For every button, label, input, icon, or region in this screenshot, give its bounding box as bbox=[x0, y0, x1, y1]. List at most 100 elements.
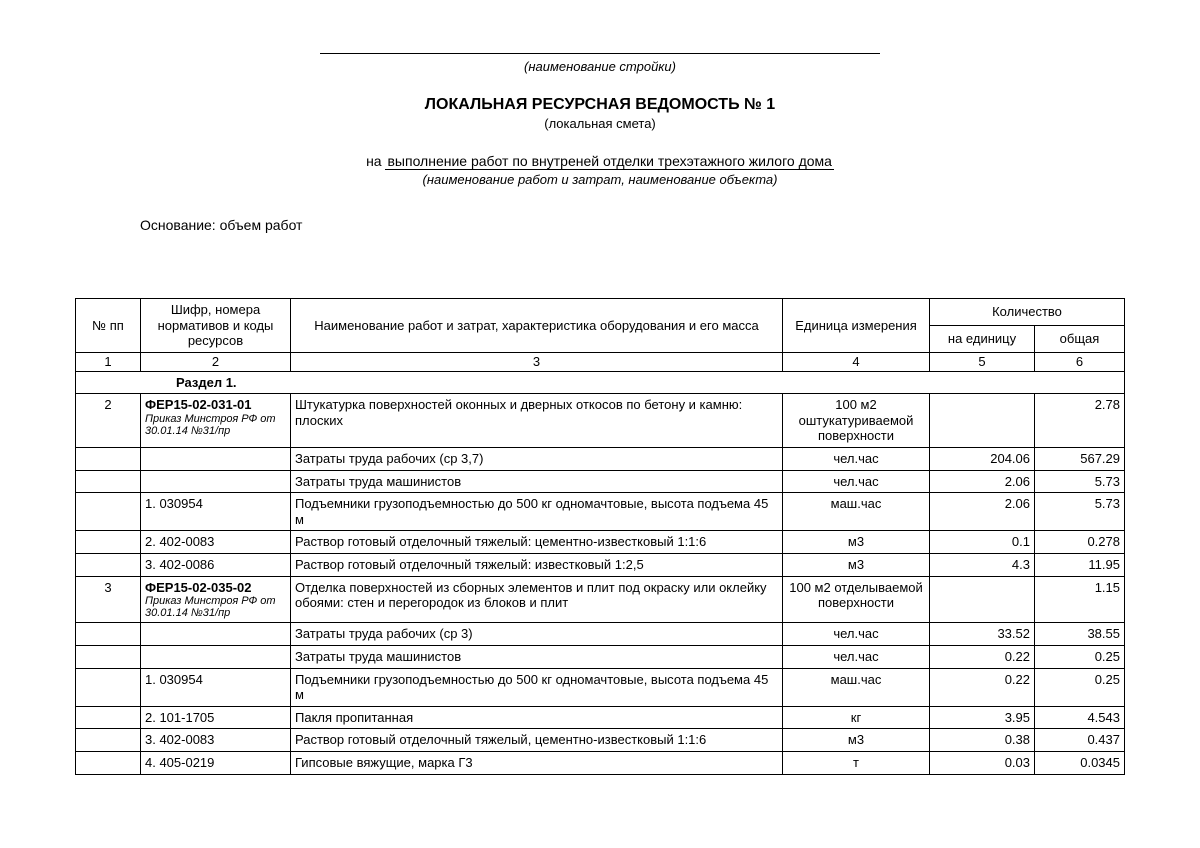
cell-name: Раствор готовый отделочный тяжелый: изве… bbox=[291, 554, 783, 577]
colnum-6: 6 bbox=[1035, 353, 1125, 372]
cell-per-unit: 4.3 bbox=[930, 554, 1035, 577]
col-quantity-group: Количество bbox=[930, 299, 1125, 326]
cell-total: 5.73 bbox=[1035, 470, 1125, 493]
cell-npp bbox=[76, 751, 141, 774]
cell-code: ФЕР15-02-035-02Приказ Минстроя РФ от 30.… bbox=[141, 576, 291, 623]
colnum-3: 3 bbox=[291, 353, 783, 372]
cell-code: 4. 405-0219 bbox=[141, 751, 291, 774]
cell-total: 11.95 bbox=[1035, 554, 1125, 577]
section-row: Раздел 1. bbox=[76, 371, 1125, 394]
cell-npp bbox=[76, 623, 141, 646]
cell-per-unit: 0.22 bbox=[930, 668, 1035, 706]
cell-total: 0.25 bbox=[1035, 645, 1125, 668]
cell-total: 567.29 bbox=[1035, 448, 1125, 471]
column-number-row: 1 2 3 4 5 6 bbox=[76, 353, 1125, 372]
cell-code: ФЕР15-02-031-01Приказ Минстроя РФ от 30.… bbox=[141, 394, 291, 448]
code-main: ФЕР15-02-035-02 bbox=[145, 580, 252, 595]
cell-npp: 3 bbox=[76, 576, 141, 623]
cell-code bbox=[141, 645, 291, 668]
cell-per-unit: 0.22 bbox=[930, 645, 1035, 668]
cell-unit: чел.час bbox=[783, 645, 930, 668]
cell-total: 0.278 bbox=[1035, 531, 1125, 554]
table-header: № пп Шифр, номера нормативов и коды ресу… bbox=[76, 299, 1125, 371]
code-sub: Приказ Минстроя РФ от 30.01.14 №31/пр bbox=[145, 413, 286, 437]
works-description-line: на выполнение работ по внутреней отделки… bbox=[75, 153, 1125, 170]
cell-code: 2. 402-0083 bbox=[141, 531, 291, 554]
cell-total: 38.55 bbox=[1035, 623, 1125, 646]
cell-name: Затраты труда рабочих (ср 3) bbox=[291, 623, 783, 646]
cell-total: 5.73 bbox=[1035, 493, 1125, 531]
cell-npp bbox=[76, 470, 141, 493]
table-row: 4. 405-0219Гипсовые вяжущие, марка Г3т 0.… bbox=[76, 751, 1125, 774]
cell-total: 4.543 bbox=[1035, 706, 1125, 729]
cell-unit: чел.час bbox=[783, 448, 930, 471]
table-row: 2. 101-1705Пакля пропитаннаякг3.954.543 bbox=[76, 706, 1125, 729]
table-row: Затраты труда рабочих (ср 3,7)чел.час204… bbox=[76, 448, 1125, 471]
table-row: 3ФЕР15-02-035-02Приказ Минстроя РФ от 30… bbox=[76, 576, 1125, 623]
document-header: (наименование стройки) ЛОКАЛЬНАЯ РЕСУРСН… bbox=[75, 40, 1125, 187]
cell-npp bbox=[76, 668, 141, 706]
cell-npp bbox=[76, 645, 141, 668]
cell-unit: маш.час bbox=[783, 493, 930, 531]
basis-text: Основание: объем работ bbox=[140, 217, 1125, 233]
cell-unit: чел.час bbox=[783, 470, 930, 493]
table-row: Затраты труда машинистовчел.час2.065.73 bbox=[76, 470, 1125, 493]
cell-total: 0.0345 bbox=[1035, 751, 1125, 774]
table-body: Раздел 1. 2ФЕР15-02-031-01Приказ Минстро… bbox=[76, 371, 1125, 774]
code-main: ФЕР15-02-031-01 bbox=[145, 397, 252, 412]
colnum-5: 5 bbox=[930, 353, 1035, 372]
cell-unit: маш.час bbox=[783, 668, 930, 706]
works-description: выполнение работ по внутреней отделки тр… bbox=[385, 153, 833, 170]
cell-total: 1.15 bbox=[1035, 576, 1125, 623]
cell-per-unit: 2.06 bbox=[930, 470, 1035, 493]
cell-name: Пакля пропитанная bbox=[291, 706, 783, 729]
cell-total: 2.78 bbox=[1035, 394, 1125, 448]
cell-per-unit: 204.06 bbox=[930, 448, 1035, 471]
cell-unit: 100 м2 отделываемой поверхности bbox=[783, 576, 930, 623]
table-row: 3. 402-0083Раствор готовый отделочный тя… bbox=[76, 729, 1125, 752]
cell-name: Затраты труда машинистов bbox=[291, 645, 783, 668]
cell-per-unit: 2.06 bbox=[930, 493, 1035, 531]
cell-code bbox=[141, 470, 291, 493]
table-row: 2ФЕР15-02-031-01Приказ Минстроя РФ от 30… bbox=[76, 394, 1125, 448]
table-row: 1. 030954Подъемники грузоподъемностью до… bbox=[76, 668, 1125, 706]
cell-name: Раствор готовый отделочный тяжелый: цеме… bbox=[291, 531, 783, 554]
cell-unit: т bbox=[783, 751, 930, 774]
construction-name-field bbox=[320, 40, 880, 54]
cell-per-unit: 33.52 bbox=[930, 623, 1035, 646]
cell-code: 1. 030954 bbox=[141, 493, 291, 531]
cell-code: 2. 101-1705 bbox=[141, 706, 291, 729]
colnum-2: 2 bbox=[141, 353, 291, 372]
col-code: Шифр, номера нормативов и коды ресурсов bbox=[141, 299, 291, 353]
cell-name: Затраты труда машинистов bbox=[291, 470, 783, 493]
cell-npp: 2 bbox=[76, 394, 141, 448]
table-row: Затраты труда рабочих (ср 3)чел.час33.52… bbox=[76, 623, 1125, 646]
cell-code: 3. 402-0086 bbox=[141, 554, 291, 577]
cell-npp bbox=[76, 729, 141, 752]
cell-unit: чел.час bbox=[783, 623, 930, 646]
col-name: Наименование работ и затрат, характерист… bbox=[291, 299, 783, 353]
cell-npp bbox=[76, 448, 141, 471]
table-row: 2. 402-0083Раствор готовый отделочный тя… bbox=[76, 531, 1125, 554]
cell-unit: м3 bbox=[783, 531, 930, 554]
document-subtitle: (локальная смета) bbox=[75, 116, 1125, 131]
cell-name: Отделка поверхностей из сборных элементо… bbox=[291, 576, 783, 623]
cell-code bbox=[141, 623, 291, 646]
cell-name: Подъемники грузоподъемностью до 500 кг о… bbox=[291, 493, 783, 531]
colnum-1: 1 bbox=[76, 353, 141, 372]
cell-unit: м3 bbox=[783, 729, 930, 752]
col-unit: Единица измерения bbox=[783, 299, 930, 353]
document-title: ЛОКАЛЬНАЯ РЕСУРСНАЯ ВЕДОМОСТЬ № 1 bbox=[75, 96, 1125, 114]
cell-unit: м3 bbox=[783, 554, 930, 577]
table-row: 3. 402-0086Раствор готовый отделочный тя… bbox=[76, 554, 1125, 577]
cell-npp bbox=[76, 531, 141, 554]
cell-per-unit: 0.1 bbox=[930, 531, 1035, 554]
cell-name: Подъемники грузоподъемностью до 500 кг о… bbox=[291, 668, 783, 706]
cell-per-unit bbox=[930, 576, 1035, 623]
code-sub: Приказ Минстроя РФ от 30.01.14 №31/пр bbox=[145, 595, 286, 619]
cell-name: Гипсовые вяжущие, марка Г3 bbox=[291, 751, 783, 774]
na-prefix: на bbox=[366, 153, 385, 169]
section-title: Раздел 1. bbox=[76, 371, 1125, 394]
construction-name-caption: (наименование стройки) bbox=[75, 59, 1125, 74]
cell-code: 3. 402-0083 bbox=[141, 729, 291, 752]
